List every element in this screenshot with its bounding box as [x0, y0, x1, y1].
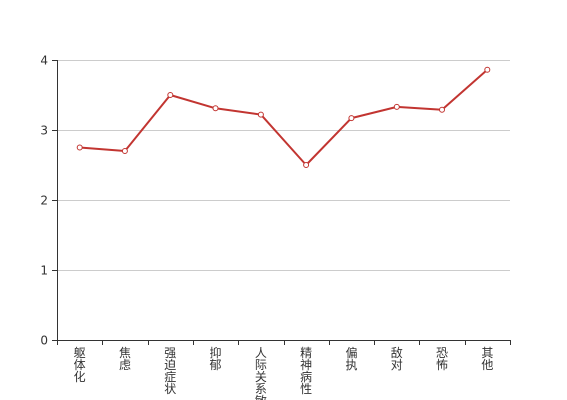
- y-tick-label: 1: [40, 264, 48, 278]
- y-tick-label: 4: [40, 54, 48, 68]
- x-tick-label: 抑郁: [210, 345, 222, 372]
- grid-lines: [57, 60, 510, 271]
- data-point[interactable]: [121, 148, 128, 154]
- axes: [57, 60, 510, 341]
- data-point[interactable]: [439, 106, 445, 113]
- data-point[interactable]: [393, 103, 400, 110]
- y-tick-label: 0: [40, 334, 48, 348]
- y-tick-label: 3: [40, 124, 48, 138]
- data-point[interactable]: [76, 144, 83, 151]
- y-tick-label: 2: [40, 194, 48, 208]
- x-tick-label: 精神病性: [300, 346, 312, 396]
- data-point[interactable]: [303, 162, 310, 168]
- x-tick-label: 偏执: [345, 345, 357, 372]
- y-axis-ticks: 0 1 2 3 4: [40, 54, 57, 348]
- x-axis-ticks: 躯体化 焦虑 强迫症状 抑郁 人际关系敏感 精神病性 偏执 敌对 恐怖 其他: [57, 340, 511, 400]
- data-point[interactable]: [484, 66, 491, 73]
- data-point[interactable]: [257, 111, 264, 118]
- x-tick-label: 敌对: [391, 345, 403, 372]
- data-point[interactable]: [212, 105, 219, 112]
- series-line: [79, 69, 488, 166]
- x-tick-label: 躯体化: [74, 345, 86, 384]
- data-point[interactable]: [348, 115, 355, 122]
- x-tick-label: 人际关系敏感: [255, 346, 267, 400]
- x-tick-label: 其他: [481, 346, 493, 372]
- x-tick-label: 强迫症状: [164, 346, 176, 396]
- series: [76, 66, 491, 168]
- x-tick-label: 恐怖: [436, 346, 448, 372]
- x-tick-label: 焦虑: [119, 346, 131, 372]
- data-point[interactable]: [167, 92, 174, 98]
